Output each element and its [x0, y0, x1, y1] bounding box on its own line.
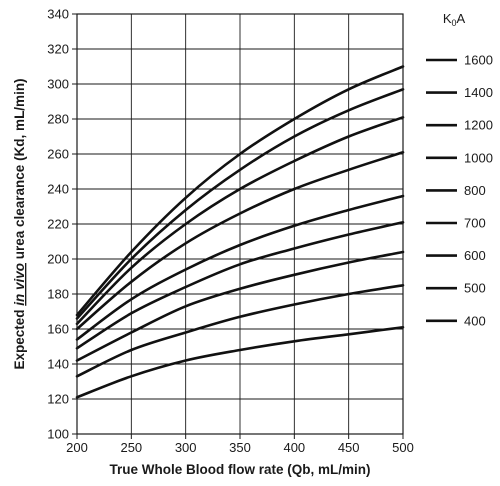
y-tick-label: 240: [47, 182, 69, 197]
y-tick-label: 220: [47, 217, 69, 232]
x-axis-ticks: 200 250 300 350 400 450 500: [66, 434, 414, 455]
y-tick-label: 200: [47, 252, 69, 267]
legend: 1600 1400 1200 1000 800 700 600 500 400: [426, 53, 493, 328]
series-line-1200: [75, 116, 405, 326]
x-tick-label: 400: [283, 440, 305, 455]
y-tick-label: 180: [47, 287, 69, 302]
series-line-1000: [75, 151, 405, 331]
legend-label: 1600: [464, 53, 493, 68]
y-tick-label: 100: [47, 427, 69, 442]
y-axis-label-prefix: Expected: [12, 306, 27, 370]
legend-label: 400: [464, 313, 486, 328]
legend-title-base: K: [443, 11, 452, 26]
x-axis-label: True Whole Blood flow rate (Qb, mL/min): [110, 462, 371, 477]
y-tick-label: 340: [47, 7, 69, 22]
series-line-400: [75, 326, 405, 399]
x-tick-label: 450: [338, 440, 360, 455]
legend-label: 700: [464, 216, 486, 231]
y-tick-label: 120: [47, 392, 69, 407]
legend-title-subscript: 0: [451, 18, 456, 28]
y-axis-label-emphasis: in vivo: [12, 263, 27, 306]
series-line-600: [75, 250, 405, 362]
y-tick-label: 320: [47, 42, 69, 57]
y-axis-ticks: 100 120 140 160 180 200 220 240 260 280 300 320 340: [47, 7, 77, 442]
x-tick-label: 250: [120, 440, 142, 455]
legend-title-tail: A: [457, 11, 466, 26]
legend-label: 800: [464, 183, 486, 198]
legend-label: 1200: [464, 118, 493, 133]
y-axis-label: Expected in vivo urea clearance (Kd, mL/…: [12, 78, 27, 369]
legend-label: 600: [464, 248, 486, 263]
legend-title: K0A: [443, 11, 466, 28]
series-lines: [75, 65, 405, 399]
y-tick-label: 300: [47, 77, 69, 92]
x-tick-label: 200: [66, 440, 88, 455]
series-line-1400: [75, 88, 405, 320]
x-tick-label: 350: [229, 440, 251, 455]
y-tick-label: 160: [47, 322, 69, 337]
legend-label: 1400: [464, 85, 493, 100]
y-tick-label: 280: [47, 112, 69, 127]
series-line-1600: [75, 65, 405, 317]
legend-label: 500: [464, 281, 486, 296]
series-line-700: [75, 221, 405, 350]
legend-label: 1000: [464, 150, 493, 165]
grid: [76, 13, 404, 435]
x-tick-label: 300: [175, 440, 197, 455]
y-axis-label-suffix: urea clearance (Kd, mL/min): [12, 78, 27, 263]
x-tick-label: 500: [392, 440, 414, 455]
series-line-500: [75, 284, 405, 378]
y-tick-label: 260: [47, 147, 69, 162]
y-tick-label: 140: [47, 357, 69, 372]
series-line-800: [75, 194, 405, 341]
